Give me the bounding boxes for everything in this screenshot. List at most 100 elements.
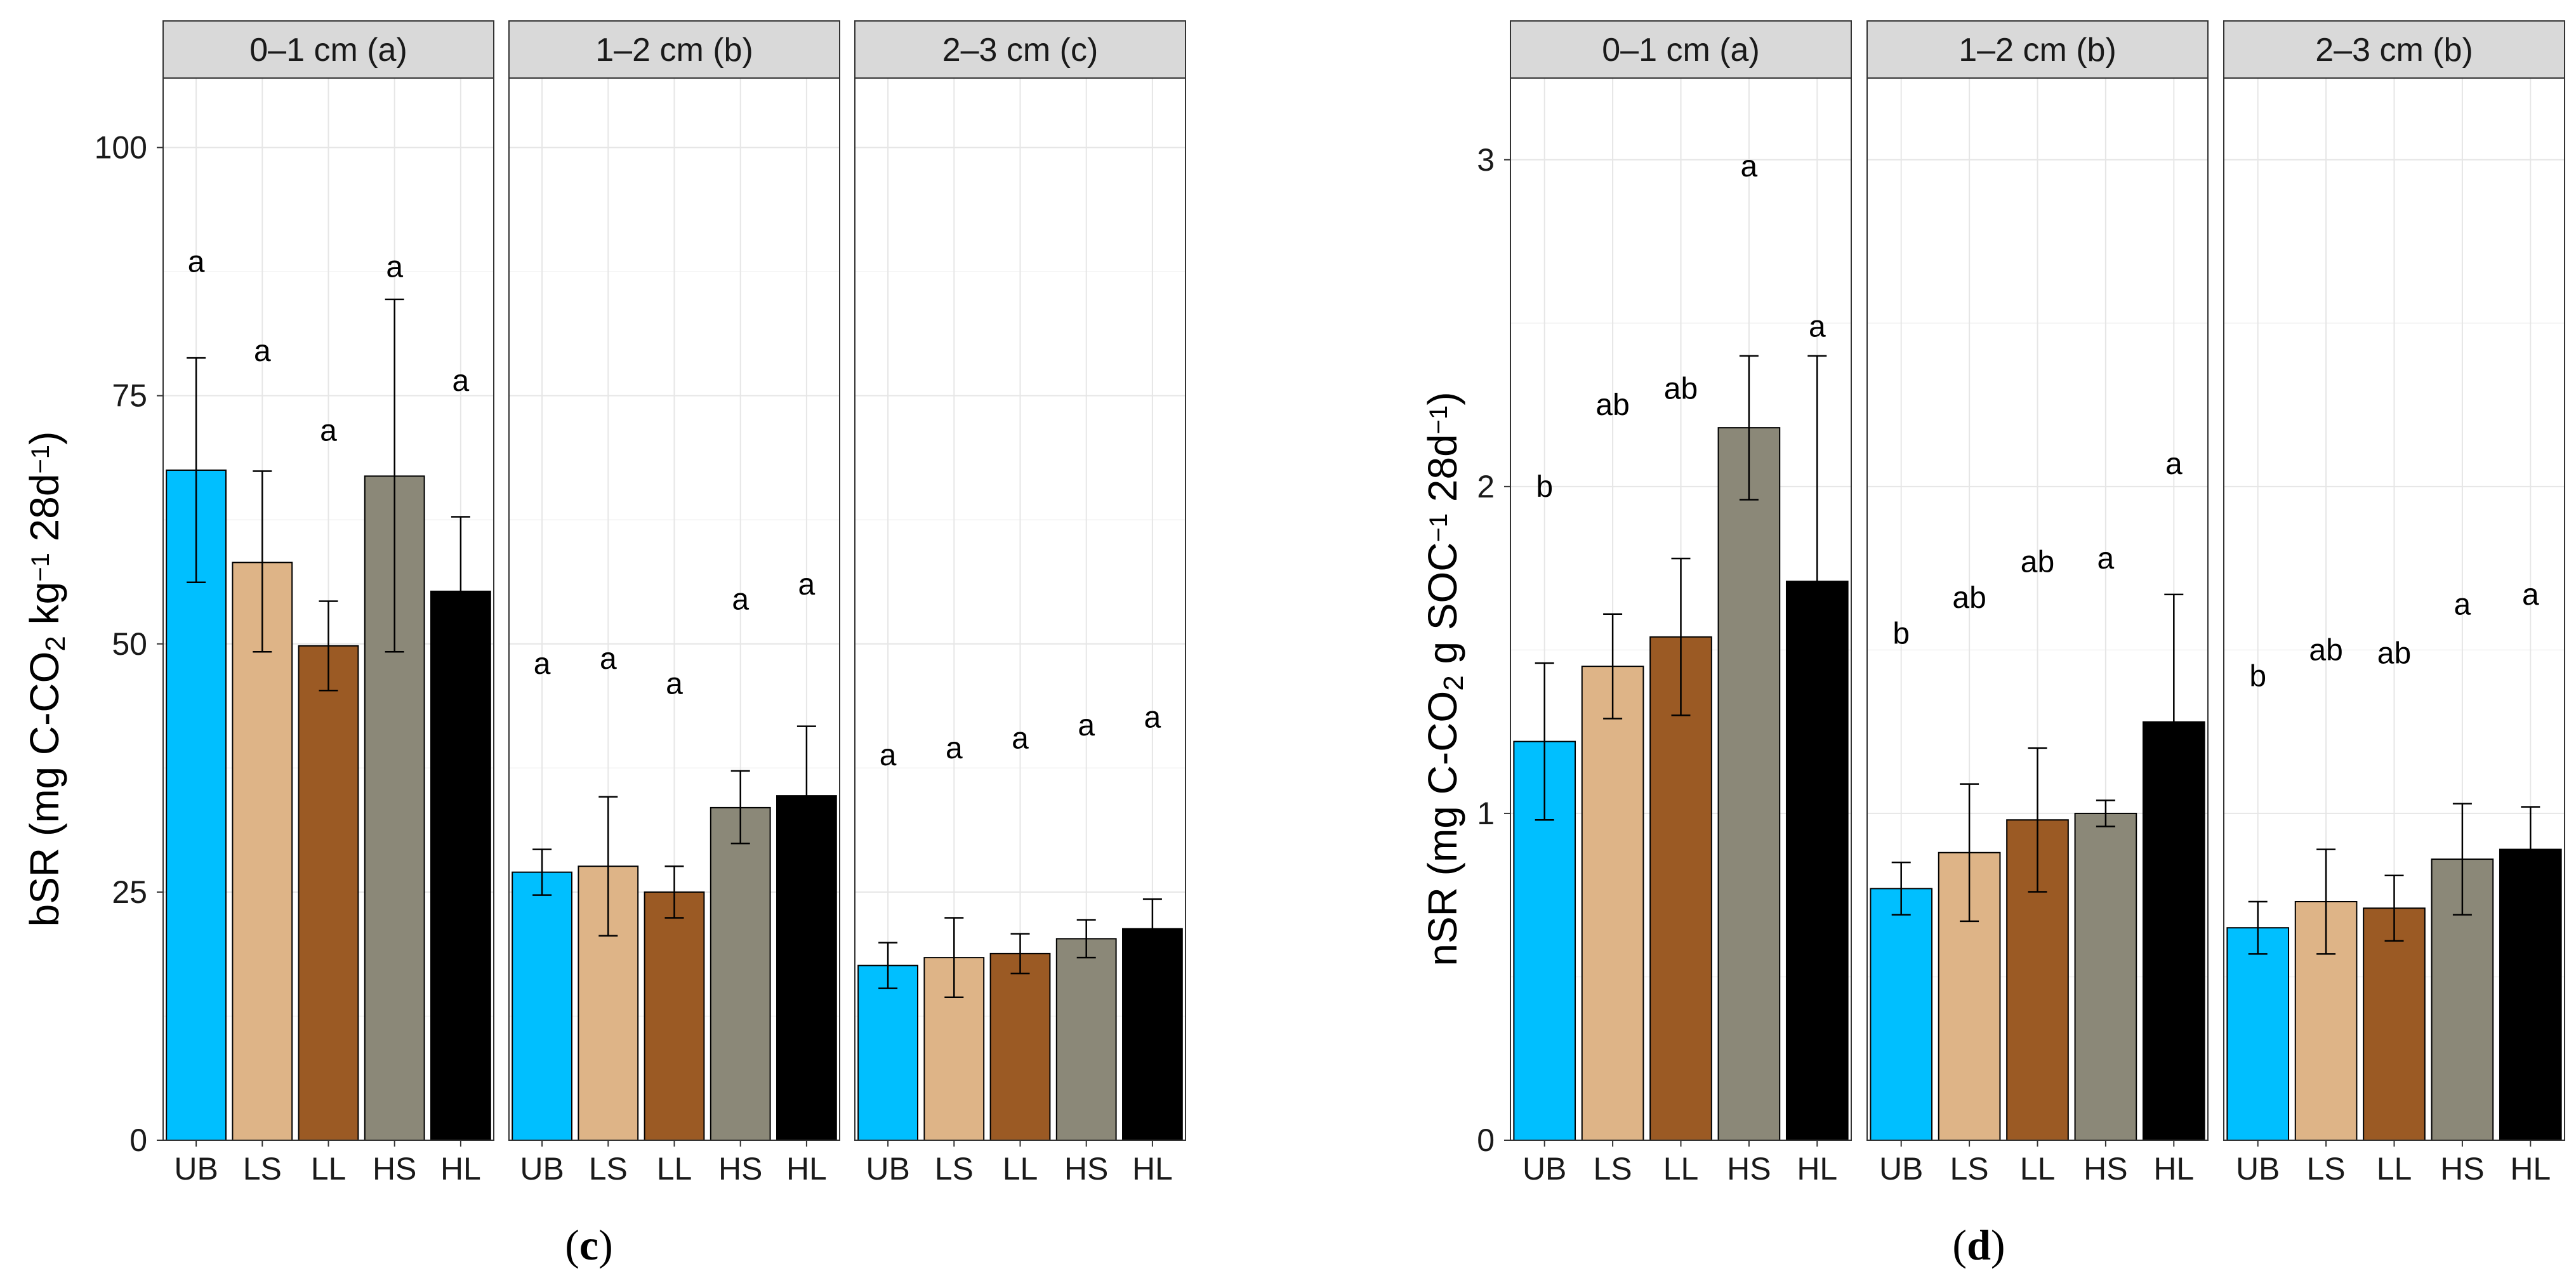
- significance-letter: b: [1536, 470, 1553, 504]
- x-tick-label: HL: [2510, 1151, 2551, 1187]
- error-bar-HL: [2521, 806, 2540, 896]
- significance-letter: ab: [2021, 545, 2054, 579]
- significance-letter: b: [1892, 617, 1910, 651]
- error-bar-HL: [2164, 593, 2184, 850]
- bar-LL: [2363, 907, 2426, 1142]
- x-tick-label: LL: [2020, 1151, 2056, 1187]
- significance-letter: ab: [1664, 372, 1698, 405]
- x-tick-label: LS: [243, 1151, 282, 1187]
- y-axis-title-c: bSR (mg C-CO2 kg−1 28d−1): [22, 431, 71, 927]
- bar-LL: [1649, 636, 1712, 1141]
- bar-LL: [644, 891, 705, 1142]
- x-tick-label: LL: [311, 1151, 347, 1187]
- x-tick-label: HS: [1727, 1151, 1771, 1187]
- panel-border: [162, 77, 494, 1141]
- y-tick-label: 0: [1477, 1122, 1495, 1158]
- error-bar-HS: [385, 298, 404, 653]
- error-bar-LL: [2384, 874, 2404, 942]
- x-tick-label: LS: [935, 1151, 974, 1187]
- x-tick-label: HS: [2084, 1151, 2127, 1187]
- significance-letter: ab: [2377, 637, 2411, 671]
- x-tick-label: UB: [2236, 1151, 2280, 1187]
- y-axis-title-sub: 2: [1438, 675, 1469, 690]
- bar-HL: [430, 590, 491, 1141]
- significance-letter: a: [732, 582, 749, 616]
- significance-letter: a: [2097, 542, 2115, 576]
- y-tick-label: 2: [1477, 469, 1495, 504]
- x-tick-label: UB: [174, 1151, 218, 1187]
- panel-border: [508, 77, 840, 1141]
- significance-letter: a: [188, 245, 205, 279]
- x-tick-label: UB: [1522, 1151, 1566, 1187]
- error-bar-LS: [2316, 848, 2336, 955]
- facet-strip: [854, 20, 1186, 79]
- error-bar-LL: [664, 865, 684, 919]
- facet-2: 1–2 cm (b) b UB ab LS ab LL a HS a HL: [1866, 20, 2209, 1187]
- x-tick-label: UB: [520, 1151, 564, 1187]
- y-tick-label: 0: [129, 1122, 147, 1158]
- facet-strip-label: 0–1 cm (a): [1602, 32, 1760, 69]
- x-tick-label: LL: [657, 1151, 692, 1187]
- error-bar-LS: [1960, 783, 1979, 923]
- y-axis-title-end: ): [22, 431, 67, 445]
- bar-HS: [1717, 427, 1781, 1141]
- y-tick-label: 25: [112, 874, 147, 910]
- error-bar-HL: [1807, 355, 1827, 808]
- facet-strip-label: 1–2 cm (b): [595, 32, 753, 69]
- y-tick-label: 75: [112, 378, 147, 414]
- error-bar-HS: [2452, 803, 2472, 916]
- facet-2: 1–2 cm (b) a UB a LS a LL a HS a HL: [508, 20, 840, 1187]
- error-bar-LS: [253, 470, 272, 653]
- y-axis-title-d: nSR (mg C-CO2 g SOC−1 28d−1): [1420, 391, 1469, 966]
- x-tick-label: LL: [1003, 1151, 1038, 1187]
- significance-letter: a: [1809, 310, 1826, 343]
- significance-letter: a: [534, 647, 551, 681]
- significance-letter: a: [2454, 588, 2471, 621]
- error-bar-LS: [1603, 613, 1623, 720]
- error-bar-HS: [2096, 799, 2115, 827]
- significance-letter: a: [2165, 447, 2183, 481]
- bar-HS: [710, 806, 771, 1141]
- error-bar-LS: [598, 796, 618, 937]
- x-tick-label: HS: [2440, 1151, 2484, 1187]
- bar-LL: [298, 645, 359, 1141]
- significance-letter: a: [2522, 578, 2539, 612]
- y-tick-label: 3: [1477, 142, 1495, 178]
- y-tick-label: 100: [95, 130, 147, 166]
- y-axis-title-sup: −1: [1425, 513, 1453, 543]
- error-bar-HL: [1142, 898, 1162, 959]
- x-tick-label: LL: [2377, 1151, 2412, 1187]
- facets-c: 0–1 cm (a) a UB a LS a LL a HS a HL 1–2 cm (b) a UB a L…: [157, 20, 1186, 1187]
- y-axis-title-post: 28d: [22, 474, 67, 553]
- error-bar-LS: [944, 917, 964, 998]
- error-bar-LL: [1010, 933, 1030, 975]
- x-tick-label: HL: [1132, 1151, 1173, 1187]
- y-axis-title-end: ): [1420, 391, 1465, 405]
- error-bar-UB: [2248, 900, 2268, 955]
- significance-letter: a: [880, 739, 897, 772]
- significance-letter: ab: [2309, 633, 2342, 667]
- x-tick-label: LS: [1950, 1151, 1989, 1187]
- y-axis-title-sup: −1: [27, 553, 55, 582]
- panel-border: [1866, 77, 2209, 1141]
- error-bar-HL: [796, 725, 816, 866]
- facet-strip-label: 2–3 cm (c): [942, 32, 1099, 69]
- y-tick-labels-c: 0 25 50 75 100: [95, 130, 147, 1158]
- significance-letter: a: [1012, 721, 1029, 755]
- bar-LL: [989, 952, 1051, 1141]
- error-bar-HS: [1076, 919, 1096, 959]
- significance-letter: a: [1741, 150, 1758, 183]
- x-tick-label: LS: [589, 1151, 628, 1187]
- y-tick-labels-d: 0 1 2 3: [1477, 142, 1495, 1158]
- facet-strip-label: 0–1 cm (a): [249, 32, 407, 69]
- x-tick-label: HS: [718, 1151, 762, 1187]
- x-tick-label: HS: [373, 1151, 416, 1187]
- y-axis-title-sup2: −1: [1425, 405, 1453, 435]
- error-bar-UB: [1891, 861, 1911, 916]
- bar-HS: [2074, 812, 2137, 1141]
- facet-strip: [1866, 20, 2209, 79]
- facet-3: 2–3 cm (c) a UB a LS a LL a HS a HL: [854, 20, 1186, 1187]
- y-axis-title-sup2: −1: [27, 445, 55, 474]
